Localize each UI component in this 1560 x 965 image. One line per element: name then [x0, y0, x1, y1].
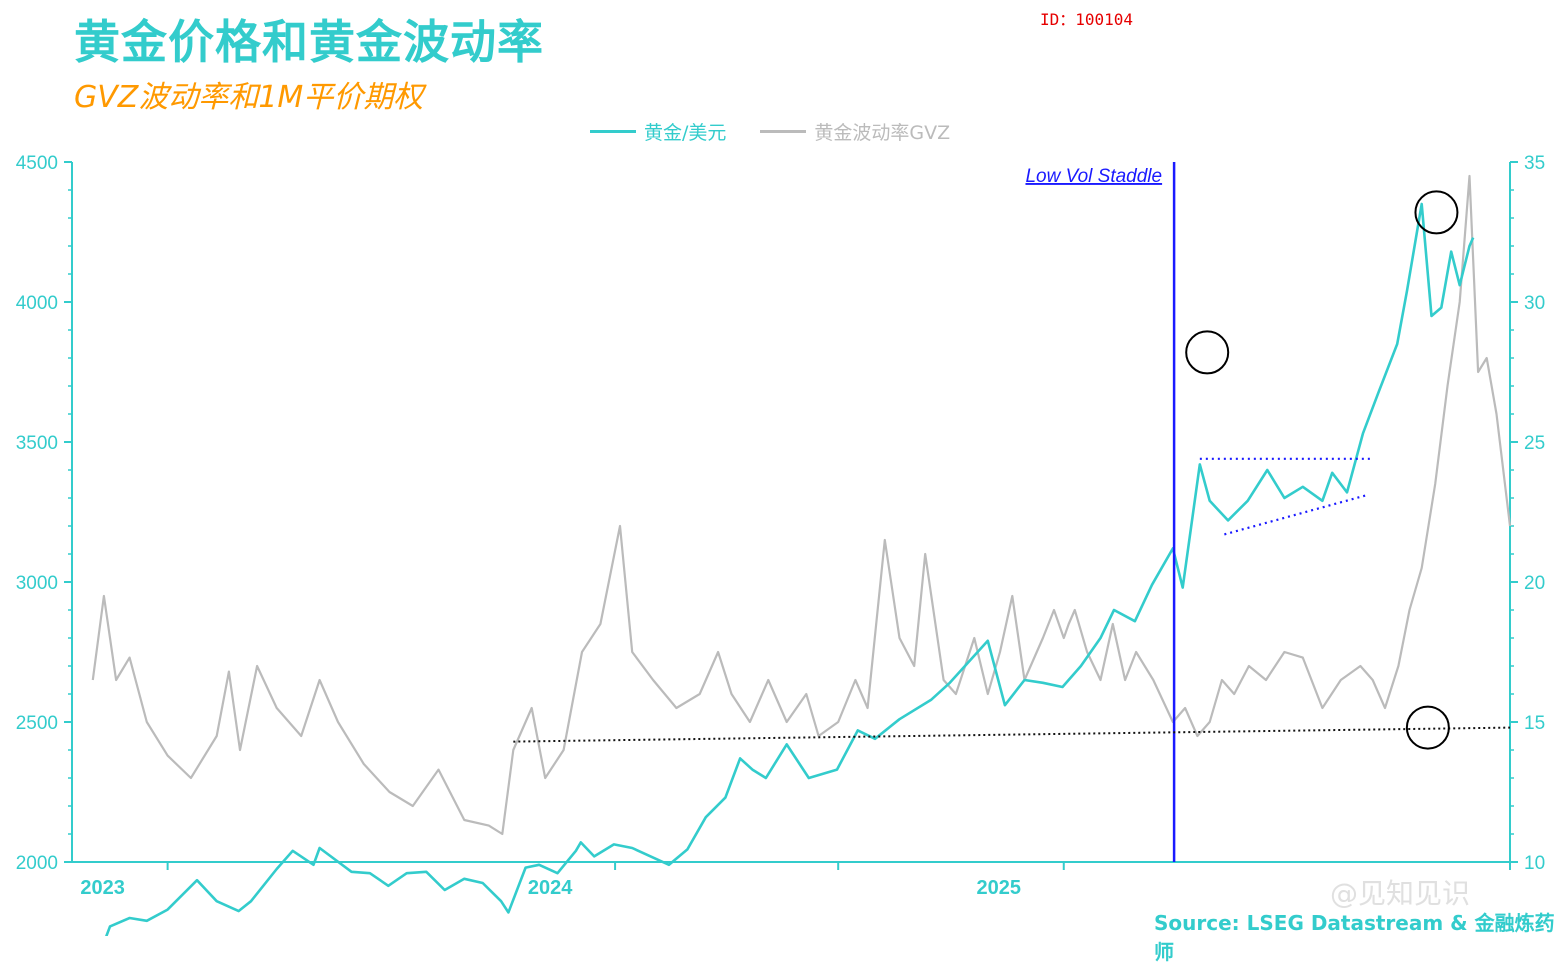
y-right-tick-label: 10: [1524, 853, 1545, 874]
y-left-tick-label: 4000: [16, 293, 58, 314]
low-vol-label: Low Vol Staddle: [1025, 166, 1162, 187]
x-tick-label: 2024: [528, 877, 573, 899]
chart-annotations: Low Vol Staddle: [513, 162, 1511, 862]
vol-floor-line: [513, 726, 1511, 743]
highlight-circle: [1405, 705, 1450, 750]
y-left-tick-label: 3500: [16, 433, 58, 454]
source-note: Source: LSEG Datastream & 金融炼药师: [1154, 911, 1555, 964]
legend-item-gold: 黄金/美元: [590, 118, 726, 145]
x-tick-label: 2023: [80, 877, 125, 899]
chart-canvas: 2000250030003500400045001015202530352023…: [16, 153, 1545, 936]
legend-swatch-gold: [590, 129, 636, 133]
y-left-tick-label: 2000: [16, 853, 58, 874]
gold-line: [105, 202, 1475, 936]
watermark: @见知见识: [1330, 877, 1471, 910]
id-tag: ID：100104: [1040, 10, 1134, 29]
y-left-tick-label: 2500: [16, 713, 58, 734]
highlight-circle: [1414, 190, 1459, 235]
chart-legend: 黄金/美元 黄金波动率GVZ: [590, 117, 984, 145]
y-right-tick-label: 35: [1524, 153, 1545, 174]
chart-axes: 2000250030003500400045001015202530352023…: [16, 153, 1545, 899]
legend-swatch-gvz: [760, 129, 807, 133]
series-gold: [105, 202, 1475, 936]
legend-label-gvz: 黄金波动率GVZ: [814, 121, 951, 144]
y-left-tick-label: 3000: [16, 573, 58, 594]
legend-item-gvz: 黄金波动率GVZ: [760, 118, 950, 145]
y-right-tick-label: 25: [1524, 433, 1545, 454]
y-right-tick-label: 30: [1524, 293, 1545, 314]
gvz-line: [91, 174, 1512, 836]
legend-label-gold: 黄金/美元: [644, 121, 727, 144]
x-tick-label: 2025: [977, 877, 1022, 899]
rising-support-line: [1224, 494, 1367, 536]
page-title: 黄金价格和黄金波动率: [74, 15, 544, 69]
y-right-tick-label: 20: [1524, 573, 1545, 594]
y-left-tick-label: 4500: [16, 153, 58, 174]
series-gvz: [91, 174, 1512, 836]
page-subtitle: GVZ波动率和1M平价期权: [74, 80, 424, 115]
highlight-circle: [1185, 330, 1230, 375]
y-right-tick-label: 15: [1524, 713, 1545, 734]
